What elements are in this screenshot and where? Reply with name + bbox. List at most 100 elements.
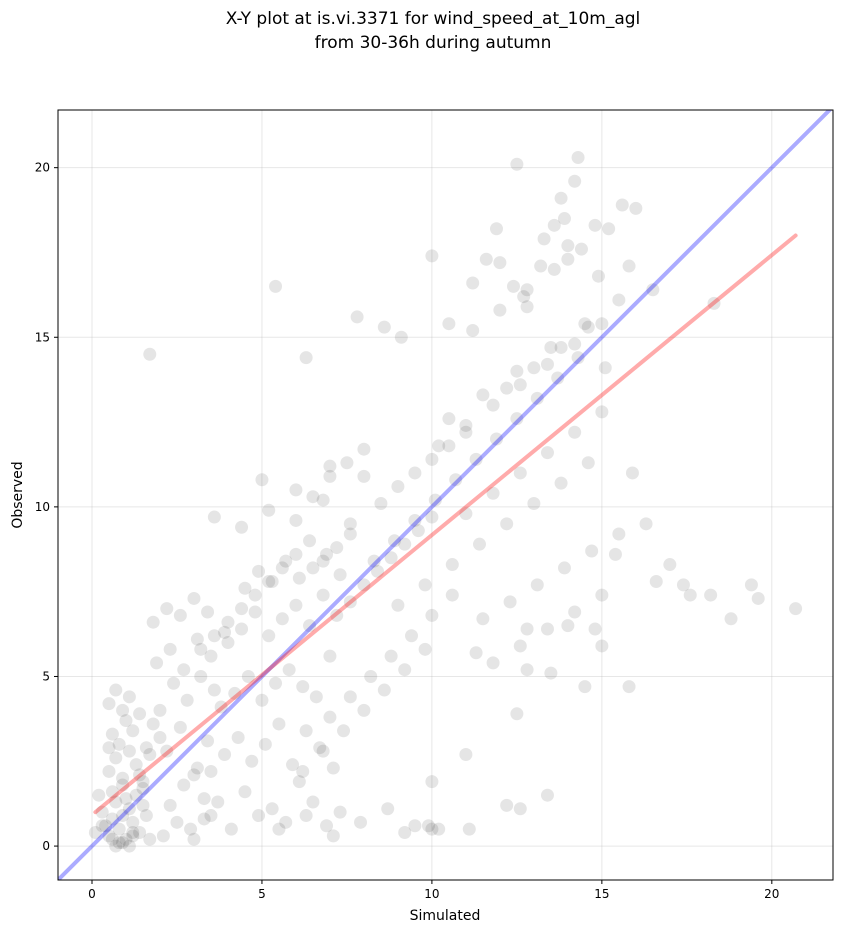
scatter-point bbox=[534, 259, 548, 273]
scatter-point bbox=[221, 636, 235, 650]
scatter-point bbox=[139, 809, 153, 823]
scatter-point bbox=[116, 809, 130, 823]
scatter-point bbox=[197, 812, 211, 826]
chart-title-line-2: from 30-36h during autumn bbox=[315, 33, 552, 53]
scatter-point bbox=[479, 252, 493, 266]
scatter-point bbox=[88, 826, 102, 840]
y-tick-label: 10 bbox=[35, 500, 50, 514]
scatter-point bbox=[326, 829, 340, 843]
scatter-point bbox=[126, 815, 140, 829]
reference-lines bbox=[58, 110, 833, 880]
scatter-point bbox=[235, 520, 249, 534]
scatter-point bbox=[119, 792, 133, 806]
scatter-point bbox=[561, 239, 575, 253]
scatter-point bbox=[789, 602, 803, 616]
scatter-point bbox=[116, 703, 130, 717]
grid-lines bbox=[58, 110, 833, 880]
scatter-point bbox=[143, 832, 157, 846]
chart-title-line-1: X-Y plot at is.vi.3371 for wind_speed_at… bbox=[226, 9, 641, 29]
scatter-point bbox=[156, 829, 170, 843]
one-to-one-line bbox=[58, 110, 833, 880]
scatter-point bbox=[646, 283, 660, 297]
scatter-point bbox=[207, 510, 221, 524]
scatter-point bbox=[337, 724, 351, 738]
scatter-point bbox=[422, 819, 436, 833]
scatter-point bbox=[109, 839, 123, 853]
scatter-point bbox=[551, 371, 565, 385]
scatter-point bbox=[119, 714, 133, 728]
scatter-point bbox=[649, 574, 663, 588]
scatter-point bbox=[333, 805, 347, 819]
scatter-point bbox=[105, 832, 119, 846]
scatter-point bbox=[425, 452, 439, 466]
scatter-point bbox=[554, 476, 568, 490]
scatter-point bbox=[163, 798, 177, 812]
scatter-point bbox=[398, 663, 412, 677]
scatter-point bbox=[109, 751, 123, 765]
scatter-point bbox=[92, 788, 106, 802]
scatter-point bbox=[306, 795, 320, 809]
scatter-point bbox=[99, 819, 113, 833]
scatter-point bbox=[105, 812, 119, 826]
scatter-point bbox=[112, 822, 126, 836]
scatter-point bbox=[513, 802, 527, 816]
scatter-point bbox=[540, 788, 554, 802]
scatter-point bbox=[398, 537, 412, 551]
scatter-point bbox=[201, 734, 215, 748]
scatter-point bbox=[568, 174, 582, 188]
scatter-point bbox=[323, 469, 337, 483]
scatter-point bbox=[578, 680, 592, 694]
scatter-point bbox=[139, 741, 153, 755]
scatter-point bbox=[272, 717, 286, 731]
scatter-point bbox=[571, 351, 585, 365]
scatter-point bbox=[357, 703, 371, 717]
scatter-point bbox=[129, 788, 143, 802]
scatter-point bbox=[554, 191, 568, 205]
scatter-point bbox=[418, 642, 432, 656]
scatter-point bbox=[116, 778, 130, 792]
scatter-point bbox=[207, 629, 221, 643]
scatter-point bbox=[540, 446, 554, 460]
scatter-point bbox=[289, 513, 303, 527]
scatter-point bbox=[442, 317, 456, 331]
scatter-point bbox=[275, 612, 289, 626]
scatter-point bbox=[316, 588, 330, 602]
scatter-point bbox=[476, 388, 490, 402]
scatter-point bbox=[326, 761, 340, 775]
scatter-point bbox=[751, 591, 765, 605]
scatter-point bbox=[466, 276, 480, 290]
scatter-point bbox=[595, 317, 609, 331]
scatter-point bbox=[102, 829, 116, 843]
scatter-point bbox=[510, 412, 524, 426]
scatter-point bbox=[571, 150, 585, 164]
scatter-point bbox=[384, 551, 398, 565]
scatter-point bbox=[112, 836, 126, 850]
scatter-point bbox=[537, 232, 551, 246]
scatter-point bbox=[320, 819, 334, 833]
scatter-point bbox=[472, 537, 486, 551]
scatter-point bbox=[425, 775, 439, 789]
scatter-point bbox=[126, 826, 140, 840]
scatter-point bbox=[343, 527, 357, 541]
scatter-point bbox=[143, 747, 157, 761]
scatter-point bbox=[177, 663, 191, 677]
scatter-point bbox=[357, 578, 371, 592]
scatter-point bbox=[595, 405, 609, 419]
scatter-point bbox=[506, 279, 520, 293]
scatter-point bbox=[330, 608, 344, 622]
x-tick-label: 20 bbox=[764, 887, 779, 901]
scatter-point bbox=[146, 717, 160, 731]
scatter-point bbox=[238, 785, 252, 799]
scatter-point bbox=[357, 469, 371, 483]
scatter-point bbox=[557, 212, 571, 226]
scatter-point bbox=[303, 619, 317, 633]
x-tick-label: 10 bbox=[424, 887, 439, 901]
scatter-point bbox=[371, 564, 385, 578]
scatter-point bbox=[510, 707, 524, 721]
scatter-point bbox=[146, 615, 160, 629]
scatter-point bbox=[177, 778, 191, 792]
scatter-point bbox=[408, 513, 422, 527]
scatter-point bbox=[241, 669, 255, 683]
scatter-point bbox=[95, 805, 109, 819]
